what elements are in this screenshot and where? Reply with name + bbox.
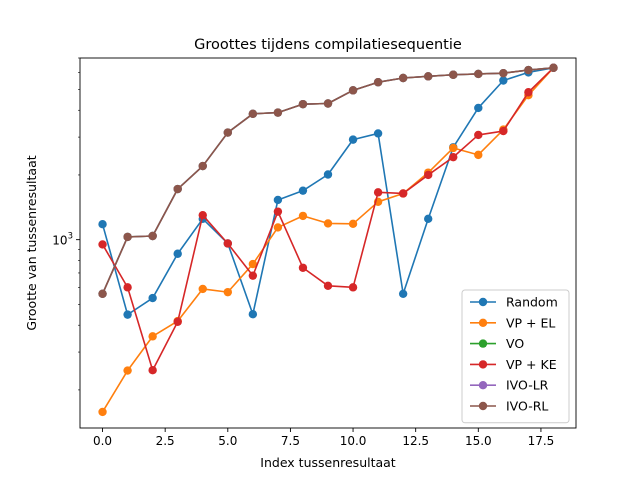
data-point [524,88,533,97]
data-point [449,143,458,153]
data-point [323,281,333,291]
data-point [273,108,283,117]
data-point [173,317,182,326]
data-point [198,284,207,294]
data-point [424,72,433,81]
x-tick-label: 17.5 [528,434,555,448]
data-point [474,130,483,140]
data-point [398,289,408,298]
legend-swatch-marker [478,297,488,307]
legend-swatch-marker [478,360,488,369]
data-point [424,170,433,180]
data-point [148,366,157,375]
data-point [499,76,508,85]
x-tick-label: 2.5 [156,434,175,448]
data-point [248,259,258,269]
x-tick-label: 12.5 [402,434,429,448]
legend-label: VP + KE [506,357,557,372]
axes-frame [79,57,577,429]
data-point [348,135,358,144]
chart-title: Groottes tijdens compilatiesequentie [194,37,462,53]
data-point [98,407,107,417]
data-point [424,214,433,224]
data-point [398,189,408,198]
data-point [123,232,132,242]
data-point [398,73,408,83]
data-point [148,332,157,341]
x-tick-label: 7.5 [281,434,300,448]
series-ivo-rl [98,63,558,298]
data-point [474,103,483,113]
data-point [449,152,458,162]
data-point [298,99,308,109]
data-point [449,70,458,79]
data-point [348,86,358,95]
legend: Random VP + EL VO VP + KE IVO-LR IVO-RL [461,289,570,424]
legend-label: VO [506,336,524,351]
legend-label: IVO-LR [506,378,549,393]
legend-swatch-marker [478,401,488,411]
data-point [474,69,483,79]
data-point [524,65,533,75]
data-point [248,310,258,319]
data-point [223,239,232,248]
legend-label: IVO-RL [506,399,548,414]
data-point [373,188,383,197]
data-point [173,249,182,258]
x-tick-label: 0.0 [93,434,112,448]
legend-label: VP + EL [506,315,555,330]
data-point [248,109,258,119]
legend-swatch-marker [478,318,488,327]
x-tick-label: 5.0 [218,434,237,448]
data-point [98,220,107,229]
data-point [273,223,283,232]
data-point [348,283,358,292]
y-axis-title: Grootte van tussenresultaat [24,155,39,330]
data-point [474,150,483,160]
plot-area: 0.0 2.5 5.0 7.5 10.0 12.5 15.0 17.5 103 [52,57,577,448]
data-point [123,366,132,375]
data-point [373,78,383,87]
data-point [148,293,157,303]
data-point [298,211,308,221]
data-point [173,184,182,194]
data-point [273,207,283,216]
data-point [499,68,508,78]
x-tick-label: 15.0 [465,434,492,448]
data-point [248,271,258,280]
series-vp-ke [98,63,558,375]
legend-swatch-marker [478,381,488,390]
legend-swatch-marker [478,339,488,348]
data-point [373,129,383,138]
data-point [273,195,283,205]
y-tick-label: 103 [52,232,73,248]
legend-label: Random [506,295,558,310]
data-point [499,126,508,136]
data-point [323,219,333,228]
data-point [298,263,308,272]
x-axis-title: Index tussenresultaat [260,455,396,470]
data-point [323,170,333,179]
data-point [549,63,558,73]
data-point [98,289,107,298]
data-point [98,240,107,249]
data-point [348,219,358,229]
data-point [298,186,308,195]
data-point [323,99,333,108]
data-point [223,128,232,137]
data-point [223,287,232,297]
data-point [198,161,207,171]
data-point [123,283,132,292]
x-tick-label: 10.0 [340,434,367,448]
data-point [148,231,157,241]
data-point [198,210,207,220]
data-point [123,310,132,319]
